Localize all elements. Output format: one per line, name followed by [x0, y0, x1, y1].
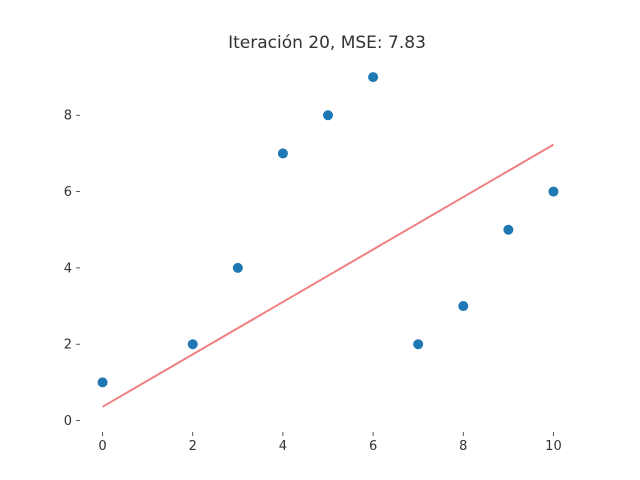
series-layer: [97, 72, 559, 408]
y-tick-label: 4: [64, 261, 72, 276]
y-tick-label: 0: [64, 414, 72, 429]
x-tick-label: 10: [545, 439, 562, 454]
data-point: [458, 301, 469, 312]
x-tick-label: 6: [369, 439, 377, 454]
y-tick-label: 2: [64, 338, 72, 353]
x-tick-label: 2: [189, 439, 197, 454]
data-point: [232, 262, 243, 273]
x-tick-label: 4: [279, 439, 287, 454]
data-point: [97, 377, 108, 388]
y-tick-label: 8: [64, 109, 72, 124]
data-point: [503, 224, 514, 235]
data-point: [413, 339, 424, 350]
data-point: [548, 186, 559, 197]
data-point: [368, 72, 379, 83]
x-axis: 0 2 4 6 8 10: [98, 432, 562, 454]
regression-line: [102, 143, 554, 408]
chart-title: Iteración 20, MSE: 7.83: [228, 33, 426, 53]
y-tick-label: 6: [64, 185, 72, 200]
data-point: [187, 339, 198, 350]
data-point: [323, 110, 333, 121]
y-axis: 0 2 4 6 8: [64, 109, 80, 429]
x-tick-label: 0: [98, 439, 106, 454]
x-tick-label: 8: [459, 439, 467, 454]
data-point: [277, 148, 288, 159]
